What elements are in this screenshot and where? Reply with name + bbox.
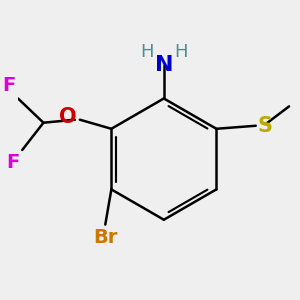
Text: F: F bbox=[7, 153, 20, 172]
Text: N: N bbox=[154, 55, 173, 75]
Text: S: S bbox=[258, 116, 273, 136]
Text: F: F bbox=[2, 76, 16, 95]
Text: H: H bbox=[140, 43, 154, 61]
Text: Br: Br bbox=[93, 228, 118, 247]
Text: O: O bbox=[59, 107, 77, 127]
Text: H: H bbox=[174, 43, 188, 61]
